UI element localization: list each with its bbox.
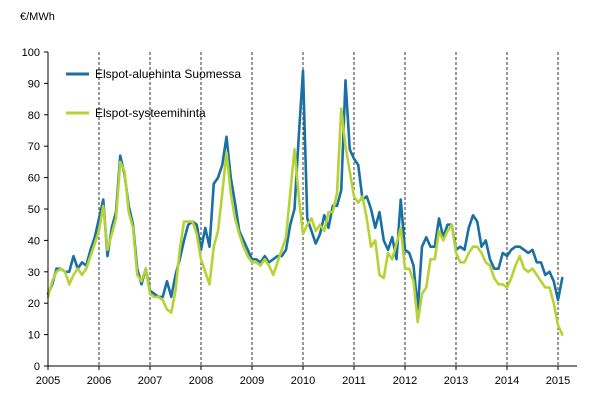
y-tick-label: 90 <box>28 78 40 90</box>
x-tick-label: 2008 <box>189 375 213 387</box>
y-tick-label: 60 <box>28 173 40 185</box>
x-tick-labels: 2005 2006 2007 2008 2009 2010 2011 2012 2013 2014… <box>36 366 570 387</box>
x-tick-label: 2013 <box>444 375 468 387</box>
x-tick-label: 2010 <box>291 375 315 387</box>
x-tick-label: 2015 <box>546 375 570 387</box>
y-tick-label: 100 <box>22 47 40 59</box>
y-tick-label: 70 <box>28 141 40 153</box>
x-tick-label: 2014 <box>495 375 519 387</box>
x-tick-label: 2012 <box>393 375 417 387</box>
series-line-systeemihinta <box>46 107 564 336</box>
y-tick-labels: 0 10 20 30 40 50 60 70 80 90 100 <box>22 47 48 373</box>
year-gridlines <box>98 52 559 366</box>
y-tick-label: 20 <box>28 298 40 310</box>
y-tick-label: 40 <box>28 235 40 247</box>
y-axis-unit-label: €/MWh <box>20 11 55 23</box>
y-tick-label: 80 <box>28 110 40 122</box>
y-tick-label: 50 <box>28 204 40 216</box>
series-layer <box>46 69 564 336</box>
x-tick-label: 2009 <box>240 375 264 387</box>
legend-label-systeemihinta: Elspot-systeemihinta <box>95 106 206 120</box>
x-tick-label: 2011 <box>342 375 366 387</box>
y-tick-label: 30 <box>28 267 40 279</box>
x-tick-label: 2006 <box>87 375 111 387</box>
x-tick-label: 2005 <box>36 375 60 387</box>
legend: Elspot-aluehinta Suomessa Elspot-systeem… <box>66 67 241 120</box>
y-tick-label: 0 <box>34 361 40 373</box>
y-tick-label: 10 <box>28 330 40 342</box>
x-tick-label: 2007 <box>138 375 162 387</box>
legend-label-aluehinta: Elspot-aluehinta Suomessa <box>95 67 241 81</box>
